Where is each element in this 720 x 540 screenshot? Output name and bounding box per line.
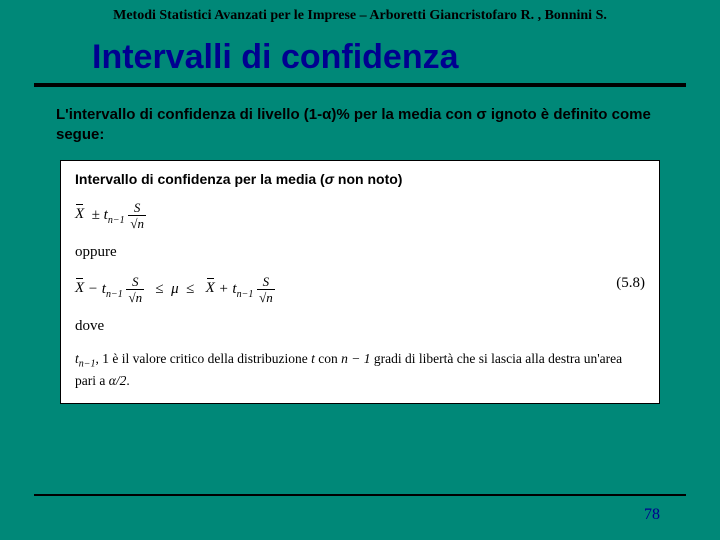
equation-number: (5.8) xyxy=(616,275,645,292)
box-sigma: σ xyxy=(325,171,334,187)
dove-description: tn−1, 1 è il valore critico della distri… xyxy=(75,349,645,392)
formula-line-2: X − tn−1 S√n ≤ μ ≤ X + tn−1 S√n (5.8) xyxy=(75,275,645,304)
title-divider xyxy=(34,83,686,87)
desc-h: . xyxy=(126,373,129,388)
desc-d: con xyxy=(315,351,341,366)
formula-box: Intervallo di confidenza per la media (σ… xyxy=(60,160,660,405)
intro-part-b: )% per la media con xyxy=(331,106,476,123)
course-header: Metodi Statistici Avanzati per le Impres… xyxy=(0,0,720,24)
fraction-1: S√n xyxy=(128,201,146,230)
oppure-label: oppure xyxy=(75,244,645,261)
desc-e: n − 1 xyxy=(341,351,370,366)
dove-label: dove xyxy=(75,318,645,335)
footer-divider xyxy=(34,494,686,496)
slide-title: Intervalli di confidenza xyxy=(92,38,720,77)
intro-part-a: L'intervallo di confidenza di livello (1… xyxy=(56,106,322,123)
box-title-b: non noto) xyxy=(334,171,402,187)
desc-b: , 1 è il valore critico della distribuzi… xyxy=(96,351,312,366)
desc-g: α/2 xyxy=(109,373,127,388)
xbar-symbol: X xyxy=(75,206,84,223)
page-number: 78 xyxy=(644,506,660,524)
formula-line-1: X ± tn−1 S√n xyxy=(75,201,645,230)
intro-sigma: σ xyxy=(476,106,486,123)
box-title-a: Intervallo di confidenza per la media ( xyxy=(75,171,325,187)
desc-sub: n−1 xyxy=(79,358,96,369)
intro-text: L'intervallo di confidenza di livello (1… xyxy=(56,105,674,146)
intro-alpha: α xyxy=(322,106,331,123)
formula-box-title: Intervallo di confidenza per la media (σ… xyxy=(75,171,645,187)
slide: Metodi Statistici Avanzati per le Impres… xyxy=(0,0,720,540)
